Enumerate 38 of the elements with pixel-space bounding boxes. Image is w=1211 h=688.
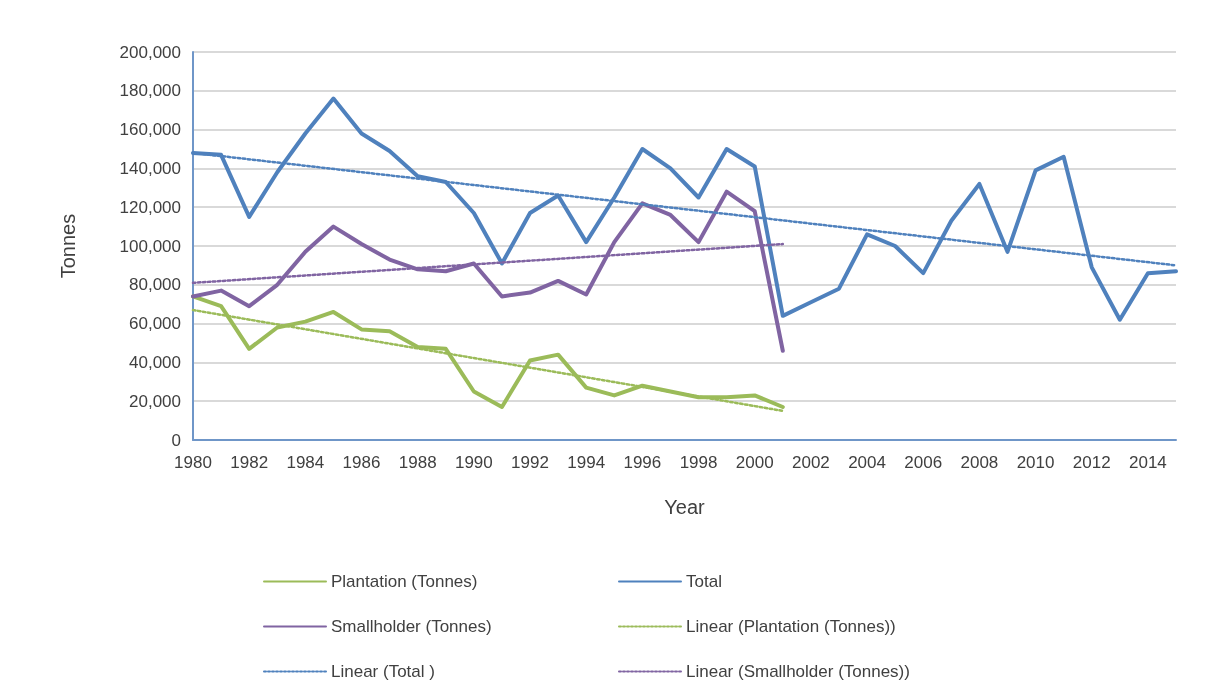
x-tick-label: 1982 xyxy=(230,453,269,472)
y-tick-label: 120,000 xyxy=(119,197,181,217)
y-tick-label: 160,000 xyxy=(119,120,181,140)
x-axis-title: Year xyxy=(664,496,706,518)
x-tick-label: 2012 xyxy=(1072,453,1111,472)
legend-label: Linear (Plantation (Tonnes)) xyxy=(686,617,896,636)
x-tick-label: 1998 xyxy=(679,453,718,472)
x-tick-label: 2004 xyxy=(848,453,886,472)
line-series xyxy=(191,189,785,353)
legend-label: Total xyxy=(686,572,722,591)
x-tick-label: 1992 xyxy=(511,453,549,472)
y-tick-label: 40,000 xyxy=(129,352,181,372)
x-tick-label: 1986 xyxy=(342,453,381,472)
x-tick-label: 2000 xyxy=(735,453,774,472)
x-tick-label: 1994 xyxy=(567,453,606,472)
y-tick-label: 0 xyxy=(171,430,181,450)
x-tick-label: 1980 xyxy=(174,453,212,472)
x-tick-label: 1988 xyxy=(398,453,437,472)
legend-label: Linear (Smallholder (Tonnes)) xyxy=(686,662,910,681)
x-tick-label: 1990 xyxy=(454,453,493,472)
y-tick-label: 100,000 xyxy=(119,236,181,256)
legend-label: Linear (Total ) xyxy=(331,662,435,681)
y-tick-label: 60,000 xyxy=(129,314,181,334)
y-tick-label: 200,000 xyxy=(119,42,181,62)
y-tick-label: 80,000 xyxy=(129,275,181,295)
legend-label: Plantation (Tonnes) xyxy=(331,572,478,591)
y-tick-label: 140,000 xyxy=(119,158,181,178)
x-tick-label: 2006 xyxy=(904,453,943,472)
y-tick-label: 20,000 xyxy=(129,391,181,411)
x-tick-label: 2002 xyxy=(791,453,830,472)
x-tick-label: 1996 xyxy=(623,453,662,472)
legend-label: Smallholder (Tonnes) xyxy=(331,617,492,636)
x-tick-label: 2014 xyxy=(1129,453,1167,472)
x-tick-label: 2008 xyxy=(960,453,999,472)
y-axis-title: Tonnes xyxy=(57,213,79,279)
x-tick-label: 1984 xyxy=(286,453,325,472)
y-tick-label: 180,000 xyxy=(119,81,181,101)
x-tick-label: 2010 xyxy=(1016,453,1055,472)
